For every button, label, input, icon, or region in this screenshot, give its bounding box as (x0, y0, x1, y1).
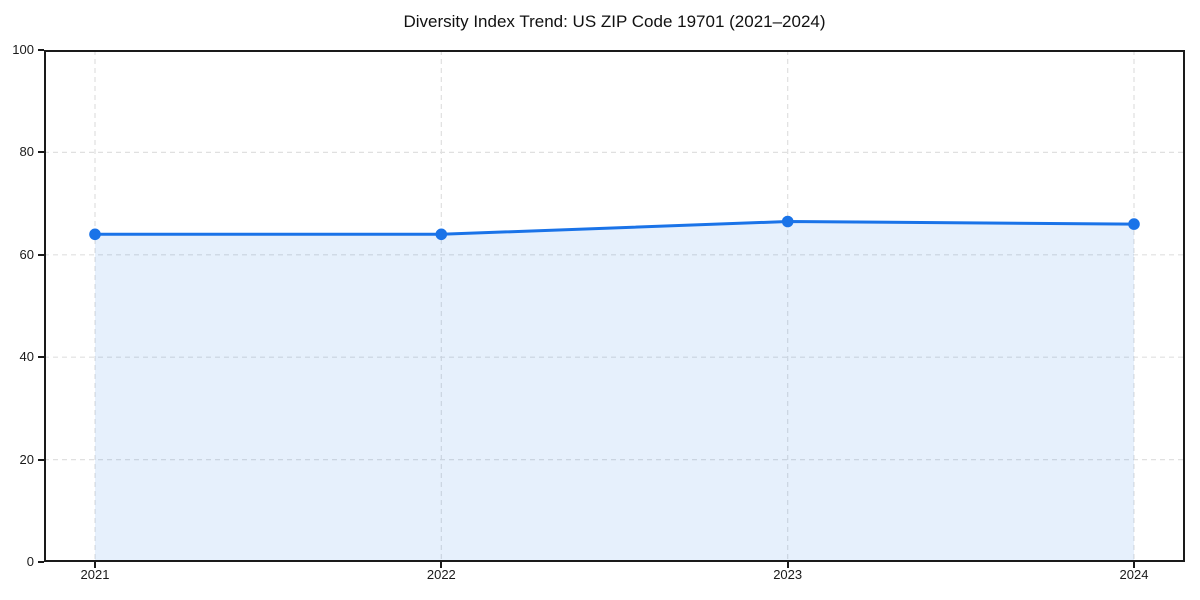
x-tick-label: 2022 (426, 567, 456, 582)
data-point-marker (1128, 218, 1140, 230)
y-tick-mark (38, 356, 44, 359)
x-tick-mark (1133, 562, 1135, 568)
x-tick-label: 2021 (80, 567, 110, 582)
y-tick-mark (38, 49, 44, 51)
data-point-marker (781, 215, 794, 228)
data-point-marker (89, 228, 101, 241)
x-tick-label: 2024 (1119, 567, 1149, 582)
y-tick-mark (38, 561, 44, 563)
y-tick-label: 20 (19, 451, 34, 467)
chart-title: Diversity Index Trend: US ZIP Code 19701… (403, 12, 826, 31)
x-tick-mark (786, 562, 789, 568)
area-fill (95, 221, 1134, 562)
data-point-marker (435, 228, 448, 241)
y-tick-label: 80 (19, 144, 34, 160)
y-tick-mark (38, 458, 44, 461)
y-tick-mark (38, 151, 44, 154)
y-tick-label: 40 (19, 349, 34, 365)
plot-spines (44, 50, 1185, 562)
x-tick-mark (94, 562, 96, 568)
y-tick-label: 100 (12, 42, 34, 57)
trend-line (93, 220, 1136, 236)
plot-canvas (44, 50, 1185, 562)
x-tick-mark (440, 562, 443, 568)
x-tick-label: 2023 (773, 567, 803, 582)
y-tick-label: 0 (26, 554, 34, 569)
y-tick-label: 60 (19, 246, 34, 262)
y-tick-mark (38, 253, 44, 256)
plot-area (44, 50, 1185, 562)
